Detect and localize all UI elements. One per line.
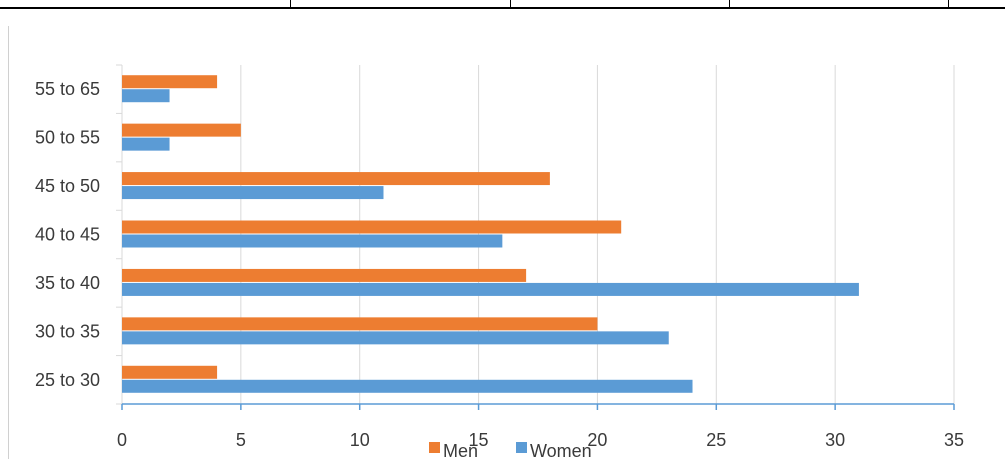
category-label: 25 to 30 [35, 370, 100, 390]
table-cell-divider [948, 0, 949, 8]
bar-women-25-to-30 [122, 379, 693, 393]
value-tick-label: 30 [825, 430, 845, 450]
value-tick-label: 0 [117, 430, 127, 450]
category-axis: 25 to 30 30 to 35 35 to 40 40 to 45 45 to 50… [35, 64, 123, 405]
bar-men-45-to-50 [122, 172, 550, 186]
table-cell-divider [729, 0, 730, 8]
legend-swatch-men [429, 442, 440, 453]
legend-swatch-women [516, 442, 527, 453]
bar-men-50-to-55 [122, 123, 241, 137]
bar-women-50-to-55 [122, 137, 170, 151]
category-label: 50 to 55 [35, 128, 100, 148]
category-label: 55 to 65 [35, 79, 100, 99]
bar-women-55-to-65 [122, 89, 170, 103]
value-tick-label: 35 [944, 430, 964, 450]
category-label: 30 to 35 [35, 321, 100, 341]
value-tick-label: 25 [706, 430, 726, 450]
value-tick-label: 10 [350, 430, 370, 450]
bar-men-25-to-30 [122, 365, 218, 379]
legend: Men Women [429, 441, 592, 459]
value-axis: 0 5 10 15 20 25 30 35 [117, 403, 964, 450]
bar-women-40-to-45 [122, 234, 503, 248]
legend-label-women: Women [530, 441, 592, 459]
category-label: 35 to 40 [35, 273, 100, 293]
table-cell-divider [290, 0, 291, 8]
table-cell-divider [510, 0, 511, 8]
category-label: 40 to 45 [35, 225, 100, 245]
bar-men-35-to-40 [122, 268, 527, 282]
bar-men-40-to-45 [122, 220, 622, 234]
value-tick-label: 20 [587, 430, 607, 450]
bar-men-55-to-65 [122, 75, 218, 89]
value-tick-label: 15 [469, 430, 489, 450]
legend-label-men: Men [443, 441, 478, 459]
value-tick-label: 5 [236, 430, 246, 450]
category-label: 45 to 50 [35, 176, 100, 196]
bar-women-45-to-50 [122, 186, 384, 200]
bar-women-30-to-35 [122, 331, 669, 345]
bar-women-35-to-40 [122, 282, 859, 296]
bars [122, 75, 859, 393]
chart-frame-left-border [8, 26, 9, 459]
table-bottom-border [0, 7, 1005, 9]
bar-men-30-to-35 [122, 317, 598, 331]
